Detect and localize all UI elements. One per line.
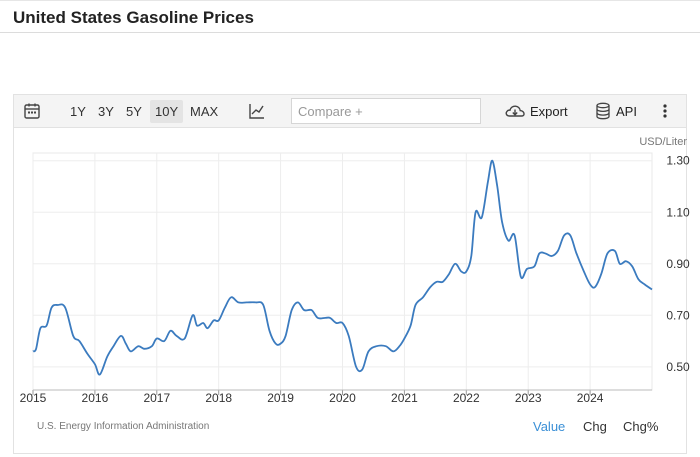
series-line-0 bbox=[32, 159, 653, 376]
y-tick-label: 0.90 bbox=[666, 257, 690, 271]
unit-label: USD/Liter bbox=[639, 136, 687, 148]
page-header: United States Gasoline Prices bbox=[0, 0, 700, 33]
range-max[interactable]: MAX bbox=[190, 104, 219, 119]
chart-toolbar: 1Y 3Y 5Y 10Y MAX Export API bbox=[14, 95, 686, 128]
x-tick-label: 2019 bbox=[267, 391, 294, 405]
range-5y[interactable]: 5Y bbox=[126, 104, 142, 119]
view-tab-chg-pct[interactable]: Chg% bbox=[623, 419, 659, 434]
x-tick-label: 2021 bbox=[391, 391, 418, 405]
x-tick-label: 2023 bbox=[515, 391, 542, 405]
x-tick-label: 2024 bbox=[577, 391, 604, 405]
compare-input[interactable] bbox=[291, 98, 481, 124]
source-text: U.S. Energy Information Administration bbox=[37, 421, 210, 432]
range-3y[interactable]: 3Y bbox=[98, 104, 114, 119]
view-tab-value[interactable]: Value bbox=[533, 419, 566, 434]
cloud-download-icon[interactable] bbox=[504, 102, 526, 120]
more-vertical-icon[interactable] bbox=[660, 102, 670, 120]
calendar-icon[interactable] bbox=[23, 102, 41, 120]
api-button[interactable]: API bbox=[616, 104, 637, 119]
x-tick-label: 2017 bbox=[143, 391, 170, 405]
x-tick-label: 2020 bbox=[329, 391, 356, 405]
chart-panel: 1Y 3Y 5Y 10Y MAX Export API bbox=[13, 94, 687, 454]
range-10y[interactable]: 10Y bbox=[150, 100, 184, 123]
x-tick-label: 2015 bbox=[20, 391, 47, 405]
y-tick-label: 1.30 bbox=[666, 154, 690, 168]
y-tick-label: 0.70 bbox=[666, 308, 690, 322]
line-chart-icon[interactable] bbox=[248, 102, 266, 120]
view-tab-chg[interactable]: Chg bbox=[583, 419, 607, 434]
range-1y[interactable]: 1Y bbox=[70, 104, 86, 119]
y-tick-label: 0.50 bbox=[666, 360, 690, 374]
x-tick-label: 2016 bbox=[82, 391, 109, 405]
x-tick-label: 2018 bbox=[205, 391, 232, 405]
page-title: United States Gasoline Prices bbox=[13, 8, 254, 27]
y-tick-label: 1.10 bbox=[666, 205, 690, 219]
database-icon[interactable] bbox=[594, 102, 612, 120]
export-button[interactable]: Export bbox=[530, 104, 568, 119]
x-tick-label: 2022 bbox=[453, 391, 480, 405]
